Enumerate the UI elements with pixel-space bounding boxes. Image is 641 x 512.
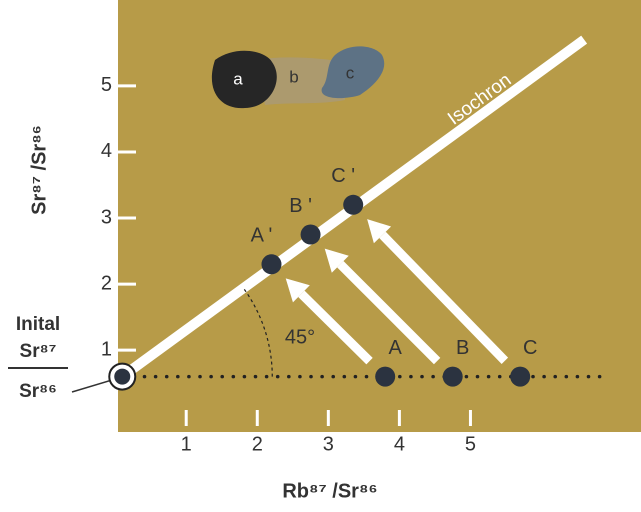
y-tick-label: 2: [101, 272, 112, 294]
x-axis-label: Rb⁸⁷ /Sr⁸⁶: [282, 480, 377, 502]
point: [443, 367, 463, 387]
x-tick-label: 4: [394, 433, 405, 455]
x-tick-label: 2: [252, 433, 263, 455]
angle-label: 45°: [285, 326, 315, 348]
y-tick-label: 4: [101, 140, 112, 162]
x-tick-label: 5: [465, 433, 476, 455]
point-label: A ': [251, 225, 273, 247]
point-label: B: [456, 337, 469, 359]
initial-denominator: Sr⁸⁶: [19, 381, 57, 402]
point-label: B ': [289, 195, 312, 217]
point: [375, 367, 395, 387]
y-tick-label: 3: [101, 206, 112, 228]
point-label: C: [523, 337, 537, 359]
initial-point: [114, 369, 130, 385]
x-tick-label: 1: [181, 433, 192, 455]
chart: a b c Sr⁸⁷ /Sr⁸⁶ Rb⁸⁷ /Sr⁸⁶ Inital Sr⁸⁷ …: [0, 0, 641, 507]
point: [301, 225, 321, 245]
leader-line: [72, 380, 112, 392]
inset-label: c: [346, 63, 355, 82]
x-tick-label: 3: [323, 433, 334, 455]
inset-label: a: [233, 69, 243, 88]
point: [510, 367, 530, 387]
inset-label: b: [289, 67, 298, 86]
y-tick-label: 5: [101, 74, 112, 96]
y-axis-label: Sr⁸⁷ /Sr⁸⁶: [28, 125, 50, 215]
point-label: A: [389, 337, 403, 359]
initial-title: Inital: [16, 314, 60, 335]
point: [343, 195, 363, 215]
initial-numerator: Sr⁸⁷: [20, 341, 57, 362]
point: [261, 254, 281, 274]
y-tick-label: 1: [101, 338, 112, 360]
point-label: C ': [331, 165, 355, 187]
